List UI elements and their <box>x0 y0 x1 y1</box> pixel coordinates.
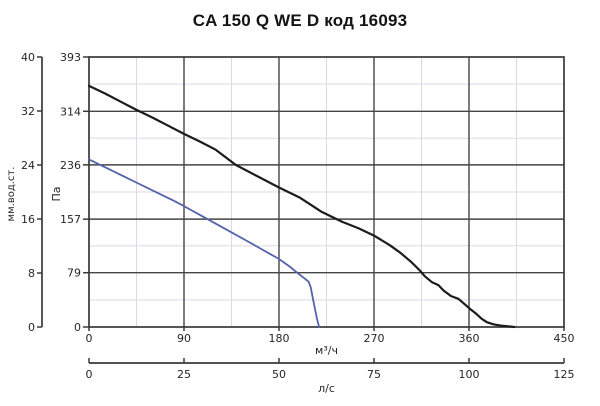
pa-axis-title: Па <box>50 186 63 201</box>
ls-tick-label: 100 <box>459 368 480 381</box>
curves <box>87 84 516 329</box>
ls-tick-label: 50 <box>272 368 286 381</box>
grid-major <box>89 57 564 327</box>
pa-tick-label: 157 <box>60 213 81 226</box>
ls-axis-title: л/с <box>318 382 335 395</box>
mm-tick-label: 24 <box>21 159 35 172</box>
chart-title: CA 150 Q WE D код 16093 <box>192 11 408 30</box>
pa-tick-label: 79 <box>67 267 81 280</box>
y-axis-mm-water: 0 8 16 24 32 40 мм.вод.ст. <box>6 51 43 334</box>
y-axis-pa: 0 79 157 236 314 393 Па <box>50 51 89 334</box>
x-axis-ls: 0 25 50 75 100 125 л/с <box>86 358 575 395</box>
m3h-axis-title: м³/ч <box>315 344 338 357</box>
mm-tick-label: 0 <box>28 321 35 334</box>
pa-tick-label: 0 <box>74 321 81 334</box>
pa-tick-label: 236 <box>60 159 81 172</box>
ls-tick-label: 0 <box>86 368 93 381</box>
mm-tick-label: 16 <box>21 213 35 226</box>
plot-frame <box>88 56 565 328</box>
m3h-tick-label: 450 <box>554 332 575 345</box>
ls-tick-label: 125 <box>554 368 575 381</box>
pa-tick-label: 314 <box>60 105 81 118</box>
m3h-tick-label: 270 <box>364 332 385 345</box>
mm-tick-label: 32 <box>21 105 35 118</box>
m3h-tick-label: 90 <box>177 332 191 345</box>
mm-tick-label: 40 <box>21 51 35 64</box>
pa-tick-label: 393 <box>60 51 81 64</box>
curve-black <box>87 84 516 329</box>
ls-tick-label: 25 <box>177 368 191 381</box>
m3h-tick-label: 0 <box>86 332 93 345</box>
grid-minor <box>89 57 564 327</box>
mm-axis-title: мм.вод.ст. <box>6 167 17 222</box>
curve-blue <box>88 158 321 328</box>
ls-tick-label: 75 <box>367 368 381 381</box>
m3h-tick-label: 360 <box>459 332 480 345</box>
m3h-tick-label: 180 <box>269 332 290 345</box>
mm-tick-label: 8 <box>28 267 35 280</box>
plot-border <box>88 56 565 328</box>
x-axis-m3h: 0 90 180 270 360 450 м³/ч <box>86 327 575 357</box>
